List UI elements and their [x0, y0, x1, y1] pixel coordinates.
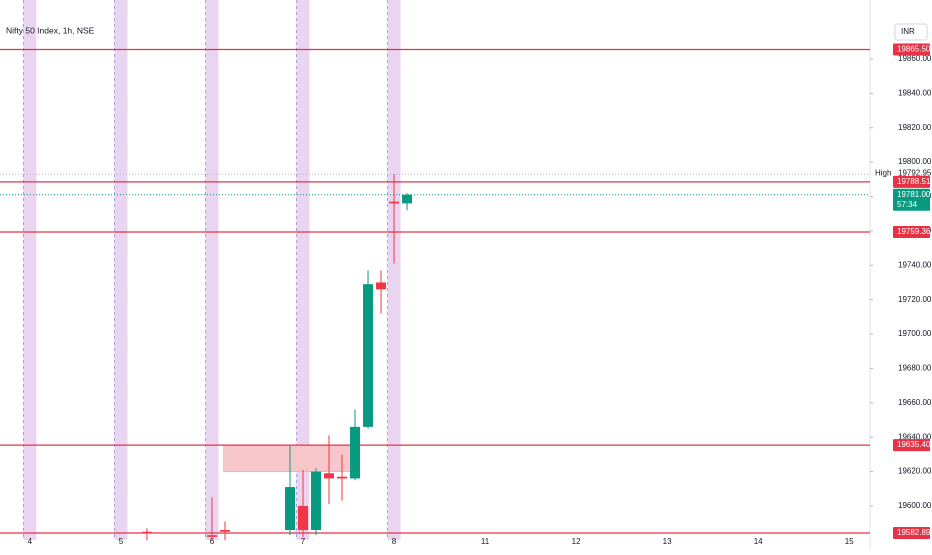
y-tick-label: 19620.00 [898, 467, 932, 476]
x-tick-label: 4 [28, 537, 33, 546]
candle-body [376, 282, 387, 290]
x-tick-label: 13 [663, 537, 672, 546]
level-tag [893, 43, 930, 56]
session-bands [23, 0, 401, 540]
level-label: 19759.36 [897, 227, 931, 236]
candle-body [219, 530, 230, 532]
y-tick-label: 19660.00 [898, 398, 932, 407]
y-tick-label: 19700.00 [898, 329, 932, 338]
level-label: 19788.51 [897, 177, 931, 186]
chart-title: Nifty 50 Index, 1h, NSE [6, 25, 95, 35]
candle-body [350, 426, 361, 479]
session-band [205, 0, 219, 540]
high-value: 19792.95 [898, 168, 932, 177]
currency-box[interactable] [894, 23, 928, 41]
candle-body [311, 471, 322, 531]
candle-body [363, 284, 374, 427]
y-tick-label: 19680.00 [898, 364, 932, 373]
y-tick-label: 19820.00 [898, 123, 932, 132]
y-tick-label: 19860.00 [898, 54, 932, 63]
candle-body [141, 531, 152, 534]
level-tag [893, 527, 930, 539]
x-tick-label: 7 [301, 537, 306, 546]
x-tick-label: 6 [210, 537, 215, 546]
session-band [114, 0, 128, 540]
level-label: 19635.40 [897, 440, 931, 449]
candle-body [389, 201, 400, 204]
y-tick-label: 19640.00 [898, 432, 932, 441]
last-price-tag [893, 188, 930, 211]
x-tick-label: 15 [845, 537, 854, 546]
y-tick-label: 19740.00 [898, 260, 932, 269]
x-tick-label: 8 [392, 537, 397, 546]
level-label: 19582.89 [897, 528, 931, 537]
level-tag [893, 439, 930, 452]
session-band [23, 0, 37, 540]
x-tick-label: 11 [481, 537, 490, 546]
candle-body [402, 194, 413, 204]
y-tick-label: 19720.00 [898, 295, 932, 304]
y-tick-label: 19800.00 [898, 157, 932, 166]
candle-body [206, 535, 217, 537]
candle-body [298, 505, 309, 531]
candle-body [337, 476, 348, 479]
session-band [296, 0, 310, 540]
y-tick-label: 19600.00 [898, 501, 932, 510]
x-tick-label: 14 [754, 537, 763, 546]
currency: INR [901, 27, 915, 36]
candle-body [285, 487, 295, 531]
last-price-label: 19781.00 [897, 190, 931, 199]
x-tick-label: 5 [119, 537, 124, 546]
y-tick-label: 19840.00 [898, 88, 932, 97]
level-tag [893, 225, 930, 238]
level-tag [893, 175, 930, 188]
x-tick-label: 12 [572, 537, 581, 546]
high-label: High [875, 168, 891, 177]
candle-body [324, 473, 335, 479]
countdown: 57:34 [897, 200, 918, 209]
zone [223, 444, 352, 472]
session-band [387, 0, 401, 540]
level-label: 19865.50 [897, 45, 931, 54]
